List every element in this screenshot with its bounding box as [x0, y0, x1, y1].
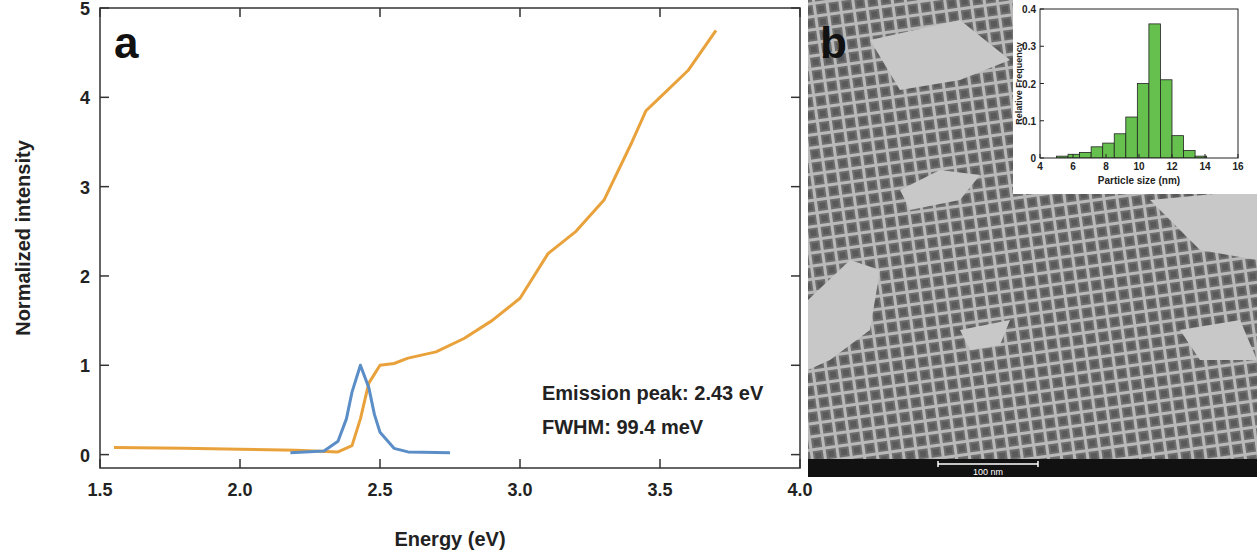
histogram-bar — [1160, 80, 1172, 158]
x-tick-label: 2.5 — [367, 480, 392, 500]
y-axis-title: Normalized intensity — [12, 139, 34, 335]
y-tick-label: 2 — [80, 267, 90, 287]
y-tick — [1040, 9, 1044, 10]
y-tick-label: 0 — [80, 446, 90, 466]
scale-bar — [938, 463, 1038, 465]
y-tick — [1040, 83, 1044, 84]
x-axis-title: Particle size (nm) — [1098, 175, 1180, 186]
figure: 1.52.02.53.03.54.0012345Energy (eV)Norma… — [0, 0, 1257, 558]
y-tick — [791, 275, 800, 277]
x-axis-title: Energy (eV) — [394, 528, 505, 550]
x-tick — [1106, 154, 1107, 158]
y-tick — [791, 454, 800, 456]
info-bar — [808, 459, 1257, 477]
y-tick — [100, 186, 109, 188]
histogram-bar — [1172, 136, 1184, 158]
x-tick — [1073, 154, 1074, 158]
scale-bar-end — [937, 461, 939, 467]
y-tick-label: 0.3 — [1022, 41, 1036, 52]
y-tick — [100, 97, 109, 99]
plot-frame — [1040, 9, 1238, 158]
y-tick — [1040, 46, 1044, 47]
x-tick — [519, 8, 521, 17]
y-tick — [791, 97, 800, 99]
substrate-gap — [900, 170, 980, 210]
histogram-bar — [1080, 152, 1092, 158]
inset-histogram: 4 6 8 10 12 14 16 0 0.1 0.2 0.3 0.4 Particle size (n… — [1013, 0, 1257, 194]
x-tick-label: 10 — [1133, 161, 1145, 172]
x-tick-label: 8 — [1103, 161, 1109, 172]
bars — [1057, 24, 1207, 158]
x-tick — [659, 8, 661, 17]
panel-letter: b — [820, 18, 847, 67]
x-tick — [1040, 154, 1041, 158]
histogram-bar — [1184, 151, 1196, 158]
y-tick — [100, 365, 109, 367]
histogram-bar — [1068, 154, 1080, 158]
x-tick-label: 6 — [1070, 161, 1076, 172]
x-tick — [1172, 154, 1173, 158]
x-tick — [239, 459, 241, 468]
y-tick-label: 3 — [80, 178, 90, 198]
x-tick — [239, 8, 241, 17]
scale-bar-label: 100 nm — [973, 467, 1003, 477]
plot-frame — [100, 8, 800, 468]
annotation: Emission peak: 2.43 eV — [542, 382, 764, 404]
panel-b: 100 nm b — [808, 0, 1257, 477]
x-tick-label: 2.0 — [227, 480, 252, 500]
y-tick — [100, 275, 109, 277]
micrograph — [808, 0, 1257, 459]
substrate-gap — [1150, 190, 1257, 260]
x-tick — [1139, 154, 1140, 158]
y-tick — [791, 365, 800, 367]
y-tick — [791, 186, 800, 188]
x-tick-label: 16 — [1232, 161, 1244, 172]
y-tick-label: 0.2 — [1022, 79, 1036, 90]
histogram-bar — [1091, 147, 1103, 158]
y-tick-label: 4 — [80, 88, 90, 108]
x-tick — [519, 459, 521, 468]
substrate-gap — [960, 320, 1010, 350]
x-tick — [659, 459, 661, 468]
y-tick-label: 5 — [80, 0, 90, 19]
spectrum-line — [290, 365, 450, 453]
y-tick-label: 0.1 — [1022, 116, 1036, 127]
micrograph-image — [808, 0, 1257, 459]
x-tick-label: 14 — [1199, 161, 1211, 172]
x-tick — [379, 459, 381, 468]
annotation: FWHM: 99.4 meV — [542, 416, 704, 438]
y-tick — [1040, 120, 1044, 121]
scale-bar-end — [1037, 461, 1039, 467]
histogram-bar — [1103, 143, 1115, 158]
histogram-bar — [1137, 84, 1149, 159]
x-tick-label: 4.0 — [787, 480, 812, 500]
substrate-gap — [1180, 320, 1257, 360]
x-tick-label: 12 — [1166, 161, 1178, 172]
substrate-gap — [808, 260, 880, 370]
panel-a: 1.5 2.0 2.5 3.0 3.5 4.0 0 1 2 3 4 5 Energy (eV) Norma… — [12, 0, 813, 550]
y-tick — [100, 454, 109, 456]
histogram-bar — [1149, 24, 1161, 158]
x-tick — [379, 8, 381, 17]
x-tick — [1238, 154, 1239, 158]
x-tick-label: 3.5 — [647, 480, 672, 500]
panel-letter: a — [114, 18, 139, 67]
histogram-bar — [1126, 117, 1138, 158]
substrate-gap — [870, 20, 1010, 90]
y-axis-title: Relative Frequency — [1014, 42, 1024, 125]
inset-background — [1013, 0, 1257, 194]
y-tick-label: 1 — [80, 356, 90, 376]
y-tick-label: 0.4 — [1022, 4, 1036, 15]
x-tick-label: 3.0 — [507, 480, 532, 500]
y-tick — [1040, 158, 1044, 159]
x-tick-label: 4 — [1037, 161, 1043, 172]
y-tick-label: 0 — [1030, 153, 1036, 164]
histogram-bar — [1114, 134, 1126, 158]
x-tick — [1205, 154, 1206, 158]
x-tick-label: 1.5 — [87, 480, 112, 500]
